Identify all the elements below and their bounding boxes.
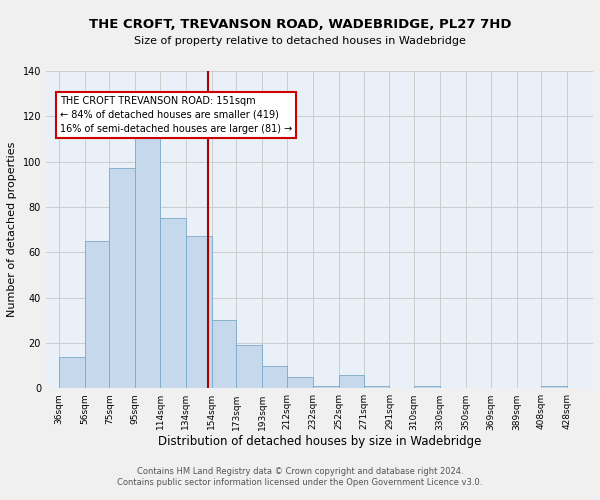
Text: Size of property relative to detached houses in Wadebridge: Size of property relative to detached ho… [134, 36, 466, 46]
Bar [339, 374, 364, 388]
Y-axis label: Number of detached properties: Number of detached properties [7, 142, 17, 318]
Bar [59, 356, 85, 388]
Bar [313, 386, 339, 388]
Text: THE CROFT, TREVANSON ROAD, WADEBRIDGE, PL27 7HD: THE CROFT, TREVANSON ROAD, WADEBRIDGE, P… [89, 18, 511, 30]
Bar [109, 168, 136, 388]
Bar [287, 377, 313, 388]
Text: Contains HM Land Registry data © Crown copyright and database right 2024.: Contains HM Land Registry data © Crown c… [137, 467, 463, 476]
Text: Contains public sector information licensed under the Open Government Licence v3: Contains public sector information licen… [118, 478, 482, 487]
Bar [236, 345, 262, 389]
Bar [541, 386, 567, 388]
Bar [160, 218, 186, 388]
Bar [136, 128, 160, 388]
Bar [262, 366, 287, 388]
Text: THE CROFT TREVANSON ROAD: 151sqm
← 84% of detached houses are smaller (419)
16% : THE CROFT TREVANSON ROAD: 151sqm ← 84% o… [60, 96, 292, 134]
Bar [85, 241, 109, 388]
Bar [186, 236, 212, 388]
X-axis label: Distribution of detached houses by size in Wadebridge: Distribution of detached houses by size … [158, 435, 481, 448]
Bar [212, 320, 236, 388]
Bar [414, 386, 440, 388]
Bar [364, 386, 389, 388]
